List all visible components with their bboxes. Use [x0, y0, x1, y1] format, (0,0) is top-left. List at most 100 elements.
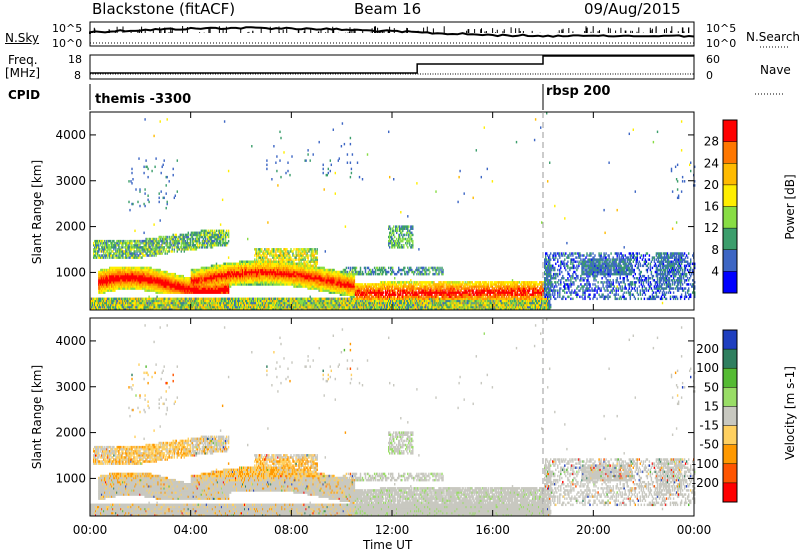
power-cell	[113, 274, 115, 278]
power-cell	[118, 239, 120, 243]
power-cell	[103, 289, 105, 292]
power-cell	[114, 287, 116, 290]
power-cell	[134, 229, 136, 233]
power-cell	[104, 246, 106, 249]
power-cell	[176, 250, 179, 253]
power-cell	[121, 244, 123, 247]
power-cell	[115, 274, 117, 278]
power-cell	[103, 297, 105, 301]
power-cell	[92, 297, 94, 301]
power-cell	[122, 241, 124, 245]
power-cell	[198, 246, 201, 249]
power-cell	[115, 254, 117, 257]
power-cell	[96, 256, 98, 259]
power-cell	[118, 254, 120, 257]
power-cell	[111, 305, 113, 309]
power-cell	[105, 287, 107, 290]
power-cell	[127, 254, 129, 257]
power-cell	[94, 299, 96, 303]
power-cell	[116, 301, 118, 305]
power-cell	[111, 277, 113, 280]
power-cell	[102, 303, 104, 307]
power-cell	[120, 307, 122, 311]
power-cell	[125, 244, 127, 247]
power-cell	[113, 289, 115, 292]
power-cell	[101, 289, 103, 292]
power-cell	[116, 268, 118, 272]
power-cell	[105, 303, 107, 307]
power-cell	[124, 305, 126, 309]
power-cell	[206, 244, 209, 247]
power-cell	[121, 299, 123, 303]
power-cell	[112, 268, 114, 272]
power-cell	[102, 268, 104, 272]
power-cell	[116, 279, 118, 282]
power-cell	[127, 239, 129, 243]
power-cell	[112, 250, 114, 253]
power-cell	[103, 299, 105, 303]
power-cell	[118, 250, 120, 253]
power-cell	[119, 274, 121, 278]
power-cell	[93, 252, 95, 255]
power-cell	[107, 287, 109, 290]
power-cell	[98, 291, 100, 294]
power-cell	[114, 266, 116, 270]
power-cell	[114, 283, 116, 286]
power-cell	[109, 268, 111, 272]
power-cell	[109, 289, 111, 292]
power-cell	[107, 277, 109, 280]
power-cell	[123, 303, 125, 307]
power-heatmap	[90, 112, 696, 311]
power-cell	[91, 299, 93, 303]
power-cell	[120, 248, 122, 251]
power-cell	[107, 244, 109, 247]
power-cell	[115, 252, 117, 255]
power-cell	[114, 289, 116, 292]
power-cell	[110, 285, 112, 288]
power-cell	[102, 301, 104, 305]
power-cell	[304, 248, 306, 251]
power-cell	[90, 297, 92, 301]
power-cell	[108, 303, 110, 307]
power-cell	[116, 250, 118, 253]
power-cell	[121, 254, 123, 257]
power-cell	[100, 291, 102, 294]
power-cell	[128, 254, 130, 257]
power-cell	[101, 307, 103, 311]
power-cell	[123, 277, 125, 280]
power-cell	[221, 198, 224, 202]
power-cell	[92, 307, 94, 311]
power-cell	[204, 244, 207, 247]
power-cell	[123, 301, 125, 305]
power-cell	[123, 299, 125, 303]
power-cell	[180, 250, 183, 253]
power-cell	[125, 303, 127, 307]
power-cell	[115, 248, 117, 251]
power-cell	[104, 244, 106, 247]
power-cell	[106, 254, 108, 257]
power-cell	[115, 301, 117, 305]
power-cell	[109, 279, 111, 282]
power-cell	[128, 272, 130, 276]
cpid-program-2: rbsp 200	[546, 84, 610, 99]
power-cell	[110, 252, 112, 255]
power-cell	[99, 303, 101, 307]
power-cell	[106, 239, 108, 243]
power-cell	[122, 272, 124, 276]
power-cell	[122, 303, 124, 307]
power-cell	[106, 274, 108, 278]
power-cell	[224, 233, 227, 237]
power-cell	[135, 188, 137, 191]
power-cell	[114, 299, 116, 303]
power-cell	[182, 274, 185, 278]
power-cell	[127, 285, 129, 288]
power-cell	[102, 256, 104, 259]
power-cell	[127, 272, 129, 276]
power-cell	[124, 268, 126, 272]
power-cell	[116, 241, 118, 245]
power-cell	[113, 307, 115, 311]
power-cell	[115, 283, 117, 286]
power-cell	[270, 258, 272, 261]
power-cell	[126, 287, 128, 290]
power-cell	[126, 305, 128, 309]
